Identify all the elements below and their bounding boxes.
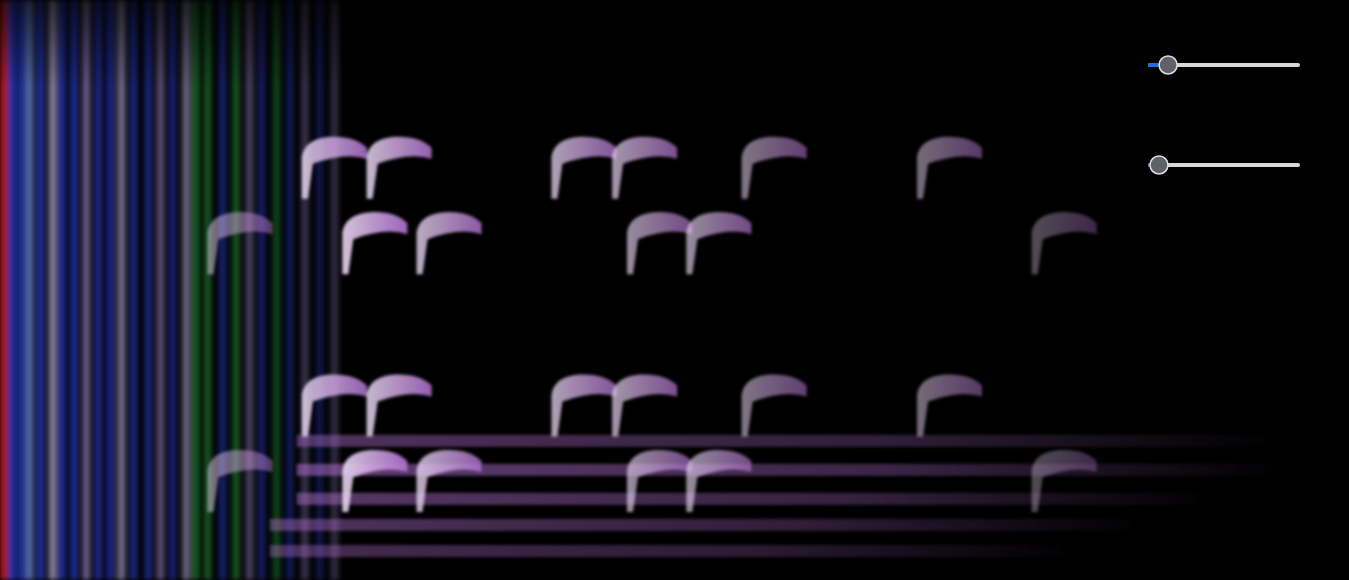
noise-stripe [18, 0, 26, 580]
noise-stripe [58, 0, 66, 580]
note [342, 450, 407, 512]
noise-stripe [94, 0, 102, 580]
harmonic-band [297, 493, 1214, 505]
note [551, 375, 616, 437]
noise-stripe [286, 0, 294, 580]
noise-stripe [36, 0, 44, 580]
background [0, 0, 1349, 580]
note [302, 137, 367, 199]
noise-stripe [107, 0, 115, 580]
noise-stripe [130, 0, 138, 580]
slider-track[interactable] [1150, 163, 1298, 167]
note [551, 137, 616, 199]
noise-stripe [26, 0, 34, 580]
noise-stripe [70, 0, 78, 580]
harmonic-bands [270, 435, 1282, 557]
noise-stripe [8, 0, 16, 580]
harmonic-band [270, 519, 1147, 531]
noise-stripe [82, 0, 90, 580]
noise-stripe [144, 0, 152, 580]
noise-stripe [0, 0, 8, 580]
noise-stripe [232, 0, 240, 580]
slider[interactable] [1150, 156, 1298, 174]
note [686, 450, 751, 512]
note [417, 450, 482, 512]
note [612, 137, 677, 199]
spectrogram-chart [0, 0, 1349, 580]
noise-stripe [117, 0, 125, 580]
note [917, 137, 982, 199]
note [207, 450, 272, 512]
note [302, 375, 367, 437]
harmonic-band [270, 545, 1079, 557]
note [686, 212, 751, 274]
note [367, 375, 432, 437]
noise-stripe [169, 0, 177, 580]
slider-knob[interactable] [1159, 56, 1177, 74]
note [367, 137, 432, 199]
noise-stripe [182, 0, 190, 580]
noise-stripe [157, 0, 165, 580]
noise-stripe [219, 0, 227, 580]
harmonic-band [297, 435, 1282, 447]
note [917, 375, 982, 437]
slider-knob[interactable] [1150, 156, 1168, 174]
note [627, 212, 692, 274]
noise-stripe [49, 0, 57, 580]
noise-stripe [273, 0, 281, 580]
note [627, 450, 692, 512]
noise-stripe [258, 0, 266, 580]
note [742, 137, 807, 199]
note [612, 375, 677, 437]
notes [207, 137, 1096, 512]
noise-stripe [192, 0, 200, 580]
note [207, 212, 272, 274]
note [342, 212, 407, 274]
noise-stripes [0, 0, 339, 580]
note [417, 212, 482, 274]
noise-stripe [246, 0, 254, 580]
note [1032, 212, 1097, 274]
plot-area [0, 0, 1282, 580]
note [1032, 450, 1097, 512]
slider[interactable] [1150, 56, 1298, 74]
note [742, 375, 807, 437]
sliders [1150, 56, 1298, 174]
